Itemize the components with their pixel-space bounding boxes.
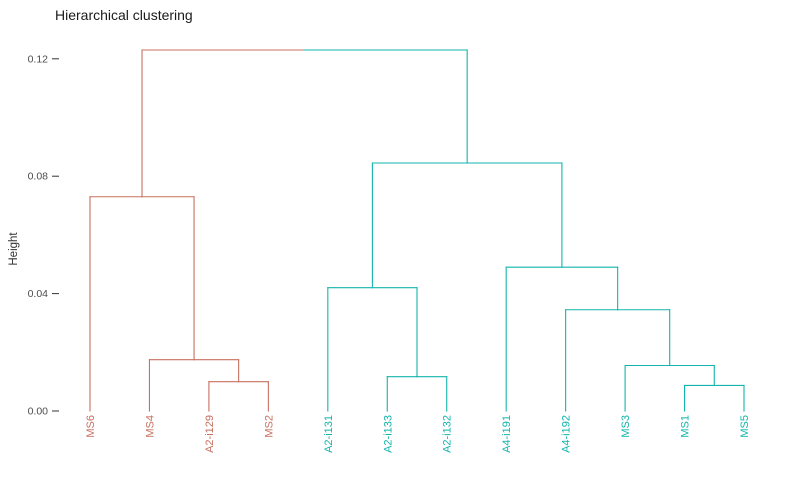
chart-title: Hierarchical clustering bbox=[55, 7, 193, 23]
leaf-label-A2-i131: A2-i131 bbox=[323, 415, 335, 453]
y-tick-label: 0.08 bbox=[28, 171, 49, 183]
leaf-label-MS3: MS3 bbox=[620, 415, 632, 438]
leaf-label-A2-i133: A2-i133 bbox=[382, 415, 394, 453]
leaf-label-A2-i132: A2-i132 bbox=[442, 415, 454, 453]
leaf-label-A2-i129: A2-i129 bbox=[204, 415, 216, 453]
leaf-label-MS1: MS1 bbox=[680, 415, 692, 438]
y-tick-label: 0.12 bbox=[28, 53, 49, 65]
leaf-label-A4-i192: A4-i192 bbox=[561, 415, 573, 453]
y-tick-label: 0.04 bbox=[28, 288, 49, 300]
leaf-label-MS6: MS6 bbox=[85, 415, 97, 438]
leaf-label-A4-i191: A4-i191 bbox=[501, 415, 513, 453]
leaf-label-MS4: MS4 bbox=[144, 415, 156, 438]
leaf-label-MS2: MS2 bbox=[263, 415, 275, 438]
leaf-label-MS5: MS5 bbox=[739, 415, 751, 438]
y-tick-label: 0.00 bbox=[28, 406, 49, 418]
